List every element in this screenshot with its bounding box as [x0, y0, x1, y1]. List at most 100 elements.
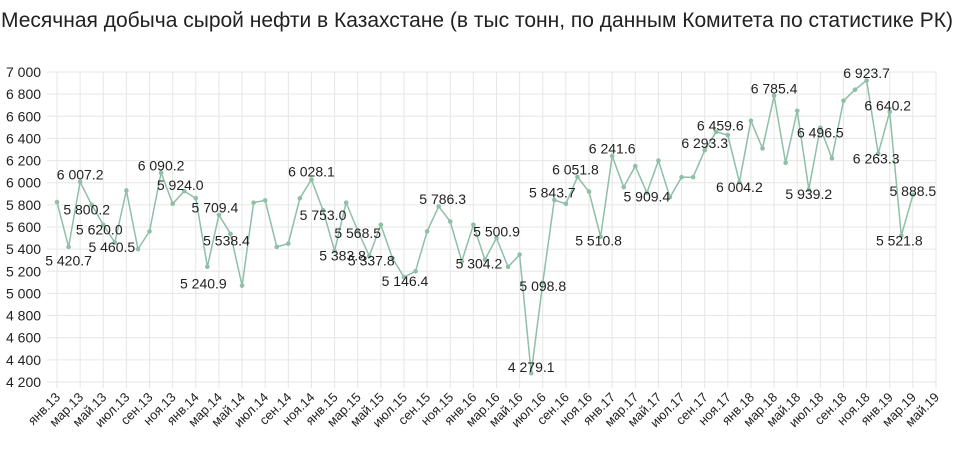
data-label: 6 051.8 [552, 162, 599, 178]
data-point [910, 192, 916, 198]
gridlines [47, 71, 937, 388]
data-point [737, 179, 742, 185]
y-tick-label: 7 000 [6, 64, 41, 80]
data-point [586, 189, 592, 194]
data-point [760, 146, 765, 151]
y-tick-label: 6 200 [6, 153, 41, 169]
data-point [748, 118, 754, 124]
data-label: 4 279.1 [508, 359, 555, 375]
data-label: 6 923.7 [843, 65, 890, 81]
data-point [656, 158, 661, 163]
data-point [517, 252, 522, 257]
data-point [181, 188, 187, 194]
x-axis: янв.13мар.13май.13июл.13сен.13ноя.13янв.… [25, 390, 942, 431]
data-label: 5 709.4 [192, 200, 239, 216]
y-tick-label: 5 600 [6, 219, 41, 235]
data-labels: 5 420.7 6 007.2 5 800.2 5 620.0 5 460.5 6 090… [45, 65, 936, 375]
y-tick-label: 6 000 [6, 175, 41, 191]
data-point [355, 228, 361, 233]
data-point [505, 264, 511, 270]
data-label: 5 568.5 [334, 225, 381, 241]
y-tick-label: 4 800 [6, 308, 41, 324]
data-point [436, 204, 441, 209]
data-label: 5 337.8 [348, 253, 395, 269]
data-point [679, 174, 684, 180]
data-point [251, 200, 256, 205]
y-tick-label: 5 800 [6, 197, 41, 213]
data-point [447, 219, 453, 224]
data-point [378, 222, 384, 228]
data-label: 6 640.2 [864, 98, 911, 114]
data-label: 5 521.8 [876, 232, 923, 248]
data-point [540, 280, 546, 285]
data-point [864, 78, 869, 83]
data-point [320, 207, 326, 213]
data-label: 6 004.2 [716, 179, 763, 195]
data-point [390, 255, 395, 261]
data-point [725, 132, 731, 138]
data-point [598, 234, 603, 240]
data-point [632, 163, 638, 169]
data-point [205, 264, 210, 270]
data-point [124, 188, 129, 193]
data-point [216, 212, 222, 218]
data-label: 6 263.3 [853, 150, 900, 166]
data-label: 5 304.2 [456, 255, 503, 271]
data-point [413, 268, 418, 274]
y-axis: 4 200 4 400 4 600 4 800 5 000 5 200 5 400 5 600… [6, 64, 41, 390]
data-point [494, 235, 499, 241]
data-point [771, 93, 777, 99]
data-label: 6 090.2 [138, 157, 185, 173]
data-label: 5 753.0 [300, 207, 347, 223]
data-label: 5 538.4 [203, 233, 250, 249]
data-point [228, 231, 233, 237]
data-label: 5 924.0 [157, 177, 204, 193]
data-label: 5 098.8 [519, 278, 566, 294]
y-tick-label: 4 400 [6, 352, 41, 368]
data-point [621, 184, 627, 190]
plot-area [54, 78, 916, 376]
data-point [100, 222, 106, 228]
data-point [401, 274, 407, 280]
data-label: 5 909.4 [623, 188, 670, 204]
y-tick-label: 6 800 [6, 86, 41, 102]
data-point [147, 229, 152, 234]
data-label: 6 785.4 [751, 80, 798, 96]
y-tick-label: 5 000 [6, 285, 41, 301]
data-point [193, 195, 199, 201]
data-point [528, 370, 534, 376]
data-point [552, 197, 557, 203]
data-point [794, 108, 800, 114]
data-label: 5 939.2 [785, 186, 832, 202]
chart-title: Месячная добыча сырой нефти в Казахстане… [1, 9, 953, 32]
data-point [286, 241, 291, 246]
data-label: 5 843.7 [529, 185, 576, 201]
data-point [89, 202, 94, 208]
data-label: 5 146.4 [382, 273, 429, 289]
data-point [471, 222, 476, 228]
y-tick-label: 4 600 [6, 330, 41, 346]
data-point [297, 195, 303, 201]
y-tick-label: 6 400 [6, 130, 41, 146]
data-point [66, 244, 71, 250]
data-point [783, 160, 788, 166]
y-tick-label: 5 400 [6, 241, 41, 257]
data-point [135, 246, 141, 252]
data-point [424, 229, 430, 234]
data-label: 5 500.9 [473, 224, 520, 240]
data-label: 5 240.9 [180, 275, 227, 291]
data-point [239, 283, 245, 288]
data-point [170, 201, 175, 207]
data-label: 5 800.2 [63, 202, 110, 218]
data-point [887, 109, 893, 115]
data-point [459, 259, 465, 264]
data-point [829, 156, 835, 161]
data-label: 5 888.5 [890, 183, 937, 199]
data-label: 6 459.6 [697, 118, 744, 134]
data-point [262, 198, 268, 203]
y-tick-label: 4 200 [6, 374, 41, 390]
data-point [332, 248, 337, 254]
data-point [852, 87, 858, 93]
y-tick-label: 6 600 [6, 108, 41, 124]
data-point [806, 187, 812, 192]
